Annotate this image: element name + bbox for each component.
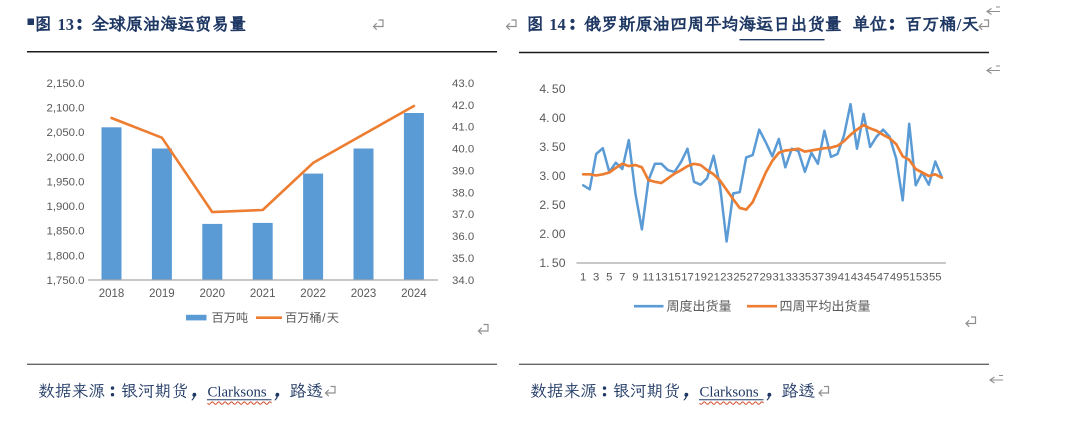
svg-text:37: 37 [812, 272, 825, 284]
svg-text:7: 7 [619, 272, 625, 284]
svg-text:2019: 2019 [149, 288, 175, 300]
svg-text:2,150.0: 2,150.0 [46, 78, 84, 90]
svg-text:17: 17 [681, 272, 694, 284]
svg-text:33: 33 [786, 272, 799, 284]
svg-text:1. 50: 1. 50 [539, 256, 565, 270]
svg-text:/: / [956, 15, 962, 34]
svg-text:2. 00: 2. 00 [539, 227, 565, 241]
svg-text:39.0: 39.0 [452, 166, 474, 178]
svg-text:1,750.0: 1,750.0 [46, 275, 84, 287]
svg-text:53: 53 [916, 272, 929, 284]
svg-text:23: 23 [720, 272, 733, 284]
svg-text:1,850.0: 1,850.0 [46, 226, 84, 238]
svg-text:2. 50: 2. 50 [539, 198, 565, 212]
svg-text:41: 41 [838, 272, 851, 284]
svg-text:35: 35 [799, 272, 812, 284]
svg-text:47: 47 [877, 272, 890, 284]
svg-text:2,050.0: 2,050.0 [46, 127, 84, 139]
svg-text:2018: 2018 [99, 288, 125, 300]
svg-text:27: 27 [746, 272, 759, 284]
svg-text:38.0: 38.0 [452, 187, 474, 199]
svg-text:40.0: 40.0 [452, 144, 474, 156]
svg-text:31: 31 [773, 272, 786, 284]
svg-text:Clarksons: Clarksons [700, 385, 759, 401]
svg-text:43.0: 43.0 [452, 78, 474, 90]
svg-text:41.0: 41.0 [452, 122, 474, 134]
svg-text:1,900.0: 1,900.0 [46, 201, 84, 213]
svg-text:3. 50: 3. 50 [539, 140, 565, 154]
svg-text:2,000.0: 2,000.0 [46, 152, 84, 164]
svg-text:42.0: 42.0 [452, 100, 474, 112]
svg-text:1: 1 [580, 272, 586, 284]
svg-text:3. 00: 3. 00 [539, 169, 565, 183]
svg-text:11: 11 [643, 272, 655, 284]
svg-text:2020: 2020 [200, 288, 226, 300]
svg-text:9: 9 [632, 272, 638, 284]
svg-text:1,950.0: 1,950.0 [46, 176, 84, 188]
svg-text:37.0: 37.0 [452, 209, 474, 221]
svg-text:2024: 2024 [401, 288, 427, 300]
svg-text:2021: 2021 [250, 288, 276, 300]
svg-text:43: 43 [851, 272, 864, 284]
svg-text:13: 13 [655, 272, 668, 284]
svg-text:36.0: 36.0 [452, 231, 474, 243]
svg-text:/: / [322, 311, 326, 325]
svg-text:4. 00: 4. 00 [539, 111, 565, 125]
svg-text:2,100.0: 2,100.0 [46, 103, 84, 115]
svg-text:2022: 2022 [300, 288, 326, 300]
svg-text:3: 3 [593, 272, 599, 284]
svg-text:39: 39 [825, 272, 838, 284]
svg-text:25: 25 [733, 272, 746, 284]
svg-text:13: 13 [58, 15, 75, 34]
svg-text:45: 45 [864, 272, 877, 284]
svg-text:49: 49 [890, 272, 903, 284]
svg-text:21: 21 [707, 272, 720, 284]
svg-text:Clarksons: Clarksons [208, 385, 267, 401]
svg-text:14: 14 [549, 15, 566, 34]
svg-text:51: 51 [903, 272, 916, 284]
svg-text:15: 15 [668, 272, 681, 284]
svg-text:4. 50: 4. 50 [539, 82, 565, 96]
svg-text:29: 29 [760, 272, 773, 284]
svg-text:19: 19 [694, 272, 707, 284]
svg-text:55: 55 [929, 272, 942, 284]
svg-text:2023: 2023 [351, 288, 377, 300]
svg-text:1,800.0: 1,800.0 [46, 250, 84, 262]
svg-text:5: 5 [606, 272, 612, 284]
svg-text:34.0: 34.0 [452, 275, 474, 287]
svg-text:35.0: 35.0 [452, 253, 474, 265]
